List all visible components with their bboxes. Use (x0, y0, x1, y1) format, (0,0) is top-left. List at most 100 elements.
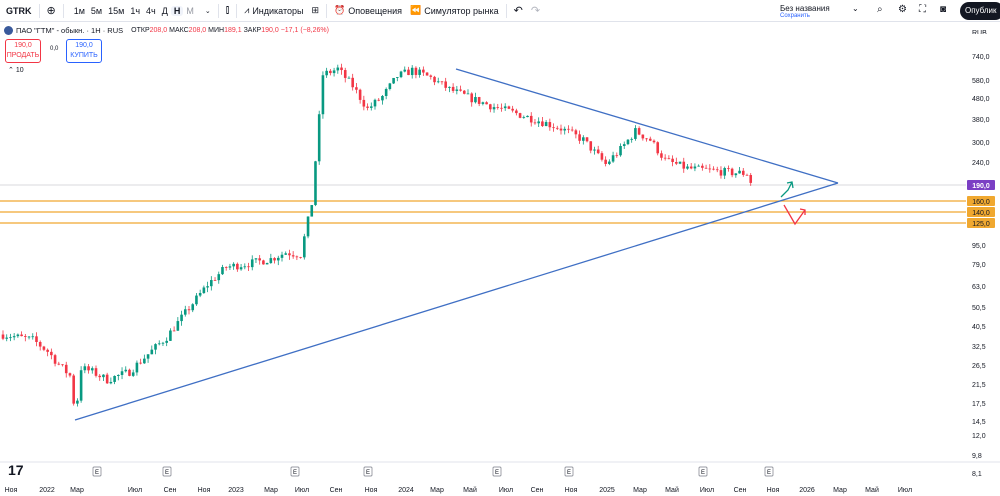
symbol-search[interactable]: GTRK (0, 0, 36, 22)
candle-body (57, 363, 61, 365)
earnings-marker[interactable] (363, 466, 373, 477)
earnings-marker[interactable] (698, 466, 708, 477)
currency-label[interactable]: RUB (972, 30, 987, 37)
replay-button[interactable]: ⏪ Симулятор рынка (406, 0, 503, 22)
candle-body (492, 107, 496, 110)
arrow-up-drawing[interactable] (780, 181, 794, 198)
candle-body (689, 166, 693, 169)
fullscreen-icon[interactable]: ⛶ (919, 4, 926, 15)
candle-body (433, 76, 436, 83)
indicators-button[interactable]: ⩘ Индикаторы (240, 0, 307, 22)
candle-body (76, 400, 79, 404)
chevron-down-icon[interactable]: ⌄ (204, 7, 211, 15)
candle-body (273, 258, 276, 261)
price-axis[interactable] (966, 34, 1000, 462)
timeframe-3[interactable]: 1ч (130, 5, 141, 16)
divider (62, 3, 64, 18)
candle-body (574, 130, 578, 135)
change-value: −17,1 (−8,26%) (280, 27, 329, 34)
chevron-up-icon: ⌃ (8, 67, 16, 74)
earnings-marker[interactable] (564, 466, 574, 477)
timeframe-6[interactable]: Н (170, 5, 184, 16)
timeframe-7[interactable]: М (186, 5, 194, 16)
arrow-down-drawing[interactable] (783, 204, 806, 226)
buy-button[interactable]: 190,0 КУПИТЬ (66, 39, 102, 63)
divider (236, 3, 238, 18)
compare-add-icon[interactable]: ⊕ (46, 5, 56, 17)
earnings-marker[interactable] (92, 466, 102, 477)
timeframe-4[interactable]: 4ч (146, 5, 156, 16)
candle-body (358, 89, 362, 100)
candle-body (704, 167, 708, 169)
earnings-marker[interactable] (290, 466, 300, 477)
y-tick-label: 95,0 (972, 243, 986, 250)
settings-gear-icon[interactable]: ⚙ (898, 4, 907, 15)
candle-body (202, 287, 206, 294)
candle-body (489, 104, 492, 110)
camera-icon[interactable]: ◙ (940, 4, 947, 15)
candle-body (671, 158, 674, 163)
alerts-label: Оповещения (348, 5, 403, 16)
earnings-marker[interactable] (492, 466, 502, 477)
candle-body (667, 158, 671, 160)
layout-name-button[interactable]: Без названия Сохранить (780, 1, 866, 21)
chart-legend: ПАО "ГТМ" - обыкн. · 1Н · RUS ОТКР208,0 … (4, 26, 329, 35)
y-tick-label: 8,1 (972, 471, 982, 478)
candle-body (105, 374, 109, 384)
candle-body (191, 304, 195, 311)
x-tick-label: Июл (898, 487, 912, 494)
publish-button[interactable]: Опублик (960, 2, 1000, 20)
open-value: 208,0 (149, 27, 168, 34)
chevron-down-icon[interactable]: ⌄ (852, 4, 859, 13)
candle-body (5, 337, 9, 339)
timeframe-0[interactable]: 1м (73, 5, 85, 16)
volume-indicator[interactable]: ⌃ 10 (8, 66, 24, 74)
candle-body (247, 266, 250, 268)
top-toolbar: GTRK ⊕ 1м 5м 15м 1ч 4ч Д Н М ⌄ ⫾ ⩘ Индикаторы ⊞ … (0, 0, 1000, 22)
close-label: ЗАКР (243, 27, 262, 34)
candle-body (176, 321, 180, 331)
redo-icon[interactable]: ↷ (530, 5, 541, 17)
timeframe-2[interactable]: 15м (108, 5, 125, 16)
tradingview-logo[interactable]: 17 (8, 462, 24, 478)
timeframe-1[interactable]: 5м (90, 5, 103, 16)
candle-body (418, 69, 421, 75)
x-tick-label: Июл (295, 487, 309, 494)
candle-body (444, 81, 447, 88)
alerts-button[interactable]: ⏰ Оповещения (330, 0, 406, 22)
candle-body (585, 137, 589, 142)
candle-body (738, 170, 741, 174)
x-tick-label: 2026 (799, 487, 815, 494)
templates-icon[interactable]: ⊞ (311, 5, 320, 15)
undo-icon[interactable]: ↶ (513, 5, 523, 17)
candle-body (533, 122, 537, 124)
candle-body (422, 69, 425, 73)
x-tick-label: Июл (700, 487, 714, 494)
candle-body (604, 159, 607, 164)
candle-body (172, 330, 176, 332)
sell-button[interactable]: 190,0 ПРОДАТЬ (5, 39, 41, 63)
trendline-upper[interactable] (455, 68, 839, 184)
candle-body (117, 374, 120, 376)
trendline-lower[interactable] (74, 182, 839, 421)
candle-body (228, 266, 232, 268)
earnings-marker-label: E (366, 470, 370, 476)
y-tick-label: 63,0 (972, 284, 986, 291)
candle-body (243, 266, 247, 268)
candle-body (198, 293, 202, 296)
earnings-marker[interactable] (162, 466, 172, 477)
candle-body (407, 69, 410, 76)
candle-style-icon[interactable]: ⫾ (225, 4, 230, 16)
symbol-title[interactable]: ПАО "ГТМ" - обыкн. · 1Н · RUS (16, 26, 124, 35)
quick-search-icon[interactable]: ⌕ (877, 4, 883, 15)
earnings-marker[interactable] (764, 466, 774, 477)
timeframe-5[interactable]: Д (161, 5, 168, 16)
candle-body (355, 87, 358, 90)
candle-body (381, 96, 384, 101)
x-tick-label: Май (865, 486, 879, 494)
candle-body (146, 354, 150, 359)
level-price-label: 160,0 (972, 199, 990, 206)
replay-label: Симулятор рынка (424, 5, 499, 16)
x-tick-label: Сен (164, 487, 177, 494)
